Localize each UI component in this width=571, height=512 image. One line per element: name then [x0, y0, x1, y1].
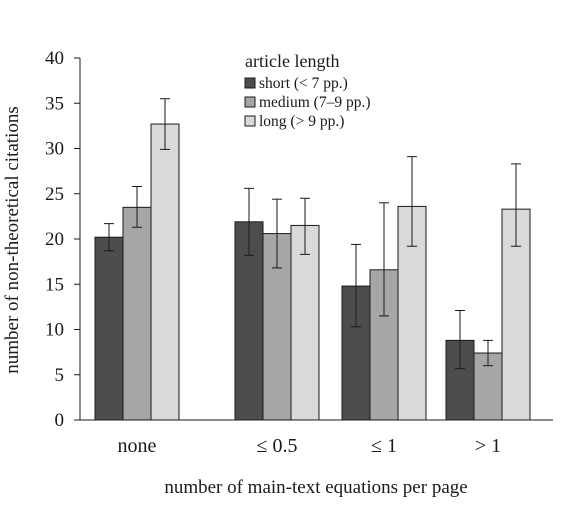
- error-bars-group: [104, 98, 521, 369]
- legend-swatch: [244, 96, 256, 108]
- legend-items: short (< 7 pp.) medium (7–9 pp.) long (> 9…: [244, 75, 371, 130]
- category-labels: none ≤ 0.5 ≤ 1 > 1: [118, 435, 502, 457]
- y-tick-label: 20: [45, 229, 64, 250]
- bar: [94, 236, 124, 421]
- legend-swatch: [244, 115, 256, 127]
- legend-label: short (< 7 pp.): [259, 75, 348, 92]
- legend-swatch: [244, 77, 256, 89]
- y-tick-label: 25: [45, 184, 64, 205]
- legend-title: article length: [245, 51, 339, 71]
- y-axis-ticks: 0 5 10 15 20 25 30 35 40: [45, 48, 80, 431]
- category-label: ≤ 0.5: [257, 435, 298, 457]
- legend-label: medium (7–9 pp.): [259, 94, 371, 111]
- bars-group: [94, 123, 531, 421]
- y-tick-label: 10: [45, 320, 64, 341]
- legend-label: long (> 9 pp.): [259, 113, 344, 130]
- y-tick-label: 30: [45, 139, 64, 160]
- category-label: > 1: [475, 435, 501, 457]
- bar: [122, 206, 152, 421]
- x-axis-title: number of main-text equations per page: [164, 477, 467, 498]
- bar: [150, 123, 180, 421]
- y-tick-label: 5: [55, 365, 65, 386]
- y-tick-label: 35: [45, 93, 64, 114]
- legend: article length short (< 7 pp.) medium (7–…: [244, 51, 371, 130]
- y-tick-label: 0: [55, 410, 65, 431]
- y-tick-label: 15: [45, 274, 64, 295]
- y-tick-label: 40: [45, 48, 64, 69]
- category-label: ≤ 1: [371, 435, 397, 457]
- category-label: none: [118, 435, 157, 457]
- y-axis-title: number of non-theoretical citations: [2, 106, 23, 374]
